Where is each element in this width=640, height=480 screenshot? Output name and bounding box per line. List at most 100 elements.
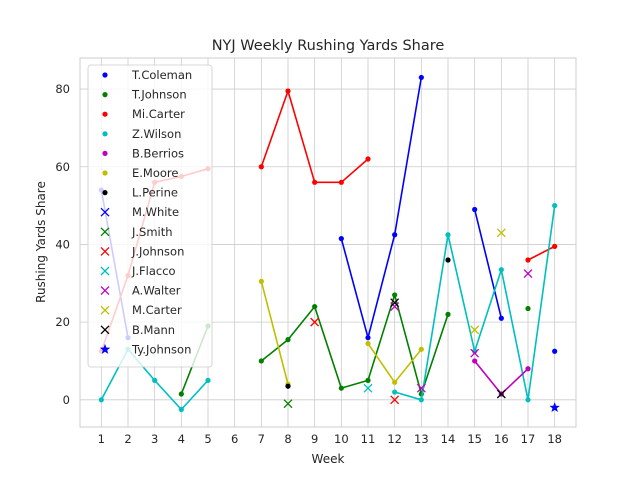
- x-tick-label: 9: [311, 432, 318, 446]
- series-ty-johnson: [549, 402, 560, 413]
- legend-item: J.Johnson: [100, 244, 184, 258]
- series-j-flacco: [363, 383, 373, 393]
- data-point: [390, 302, 400, 312]
- series-b-mann: [390, 298, 506, 399]
- x-tick-label: 15: [467, 432, 482, 446]
- legend-label: B.Berrios: [132, 146, 184, 160]
- y-axis-label: Rushing Yards Share: [34, 181, 48, 303]
- data-point: [338, 385, 344, 391]
- legend-marker: [102, 92, 108, 98]
- x-tick-label: 8: [284, 432, 291, 446]
- legend-label: A.Walter: [132, 284, 181, 298]
- x-tick-label: 17: [521, 432, 536, 446]
- data-point: [98, 397, 104, 403]
- data-point: [523, 269, 533, 279]
- data-point: [418, 397, 424, 403]
- x-tick-labels: 1 2 3 4 5 6 7 8 9 10 11 12 13 14 15 16 17 18: [98, 432, 562, 446]
- y-tick-label: 20: [55, 315, 70, 329]
- x-tick-label: 13: [414, 432, 429, 446]
- data-point: [496, 389, 506, 399]
- series-m-carter: [470, 228, 506, 335]
- data-point: [552, 243, 558, 249]
- data-point: [365, 156, 371, 162]
- legend-label: J.Flacco: [131, 264, 176, 278]
- data-point: [392, 232, 398, 238]
- x-axis-label: Week: [312, 452, 345, 466]
- data-point: [498, 315, 504, 321]
- data-point: [285, 88, 291, 94]
- x-tick-label: 18: [547, 432, 562, 446]
- series-a-walter: [390, 269, 533, 393]
- data-point: [365, 377, 371, 383]
- legend: T.Coleman T.Johnson Mi.Carter Z.Wilson B.Ber…: [87, 64, 213, 368]
- legend-item: M.Carter: [100, 303, 182, 317]
- data-point: [496, 228, 506, 238]
- legend-item: B.Berrios: [102, 146, 184, 160]
- legend-label: T.Coleman: [131, 68, 192, 82]
- data-point: [525, 305, 531, 312]
- data-point: [338, 236, 344, 242]
- grid: [80, 58, 576, 427]
- data-point: [365, 340, 371, 347]
- data-point: [312, 303, 318, 310]
- x-tick-label: 2: [124, 432, 131, 446]
- data-point: [363, 383, 373, 393]
- data-point: [258, 358, 264, 364]
- x-tick-label: 11: [361, 432, 376, 446]
- series-j-johnson: [310, 317, 400, 405]
- x-tick-label: 16: [494, 432, 509, 446]
- y-tick-label: 80: [55, 82, 70, 96]
- legend-item: M.White: [100, 205, 179, 219]
- data-point: [390, 395, 400, 405]
- legend-label: Ty.Johnson: [131, 342, 191, 356]
- x-tick-label: 4: [178, 432, 185, 446]
- x-tick-label: 3: [151, 432, 158, 446]
- legend-marker: [100, 266, 110, 276]
- legend-item: E.Moore: [102, 166, 178, 180]
- legend-label: M.Carter: [132, 303, 182, 317]
- series-e-moore: [258, 278, 424, 387]
- legend-marker: [100, 286, 110, 296]
- data-point: [470, 348, 480, 358]
- data-point: [549, 402, 560, 413]
- legend-marker: [102, 190, 108, 196]
- legend-item: J.Smith: [100, 225, 173, 239]
- data-point: [152, 377, 158, 383]
- chart-title: NYJ Weekly Rushing Yards Share: [212, 38, 445, 54]
- series-j-smith: [283, 399, 293, 409]
- data-point: [365, 335, 371, 341]
- legend-label: Z.Wilson: [132, 127, 181, 141]
- x-tick-label: 10: [334, 432, 349, 446]
- data-point: [390, 298, 400, 308]
- plot-frame: [79, 57, 577, 428]
- data-point: [338, 179, 344, 185]
- data-point: [416, 383, 426, 393]
- x-tick-label: 5: [204, 432, 211, 446]
- x-tick-label: 1: [98, 432, 105, 446]
- data-point: [285, 383, 291, 389]
- data-point: [178, 406, 184, 413]
- legend-marker: [99, 343, 111, 354]
- data-point: [470, 325, 480, 335]
- y-tick-label: 0: [63, 393, 70, 407]
- data-point: [178, 391, 184, 397]
- data-point: [472, 206, 478, 213]
- legend-marker: [102, 72, 108, 78]
- legend-label: L.Perine: [132, 186, 178, 200]
- data-point: [525, 257, 531, 263]
- legend-label: E.Moore: [132, 166, 178, 180]
- legend-item: A.Walter: [100, 284, 181, 298]
- x-tick-label: 12: [387, 432, 402, 446]
- data-point: [312, 179, 318, 185]
- data-point: [472, 358, 478, 364]
- data-point: [552, 203, 558, 209]
- data-point: [258, 164, 264, 170]
- legend-label: J.Johnson: [131, 244, 184, 258]
- data-point: [445, 232, 451, 238]
- data-point: [285, 337, 291, 343]
- legend-item: Ty.Johnson: [99, 342, 191, 356]
- x-tick-label: 6: [231, 432, 238, 446]
- data-point: [205, 377, 211, 383]
- data-point: [445, 311, 451, 317]
- legend-marker: [102, 111, 108, 117]
